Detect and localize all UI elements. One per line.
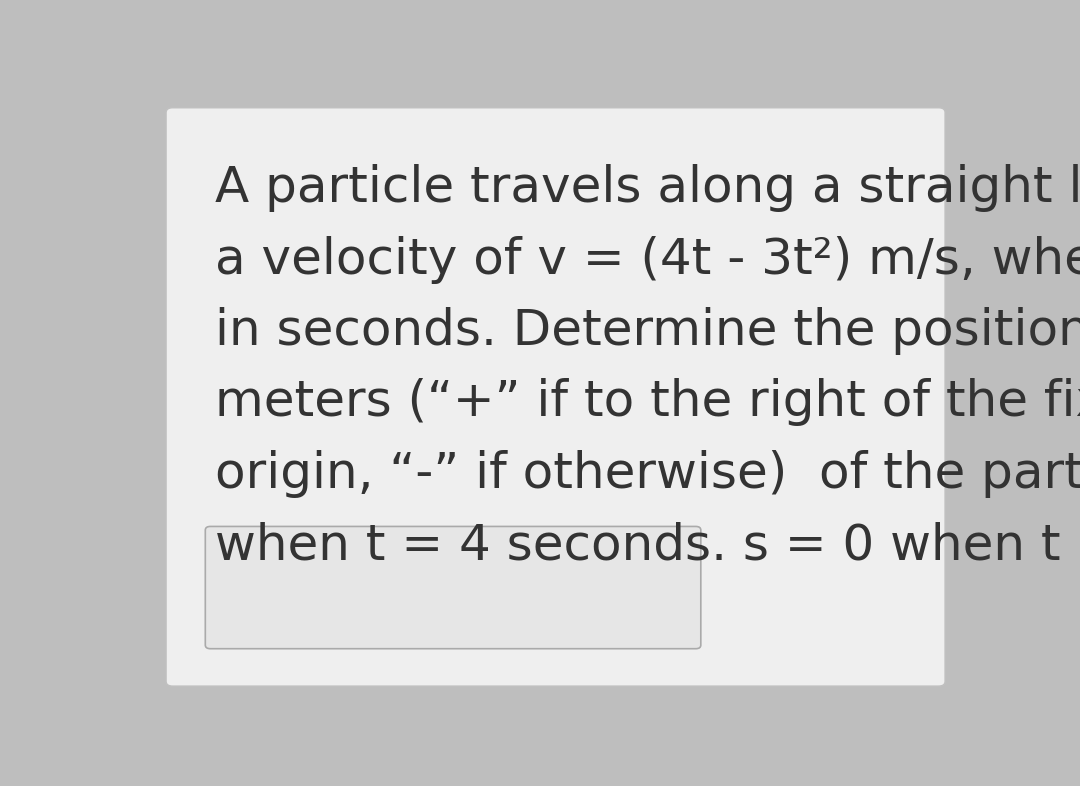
Text: in seconds. Determine the position in: in seconds. Determine the position in: [215, 307, 1080, 355]
Text: A particle travels along a straight line with: A particle travels along a straight line…: [215, 164, 1080, 212]
Text: a velocity of v = (4t - 3t²) m/s, where t is: a velocity of v = (4t - 3t²) m/s, where …: [215, 236, 1080, 284]
Text: origin, “-” if otherwise)  of the particle: origin, “-” if otherwise) of the particl…: [215, 450, 1080, 498]
Text: meters (“+” if to the right of the fixed: meters (“+” if to the right of the fixed: [215, 378, 1080, 426]
FancyBboxPatch shape: [205, 527, 701, 648]
FancyBboxPatch shape: [166, 108, 945, 686]
Text: when t = 4 seconds. s = 0 when t = 0.: when t = 4 seconds. s = 0 when t = 0.: [215, 521, 1080, 569]
